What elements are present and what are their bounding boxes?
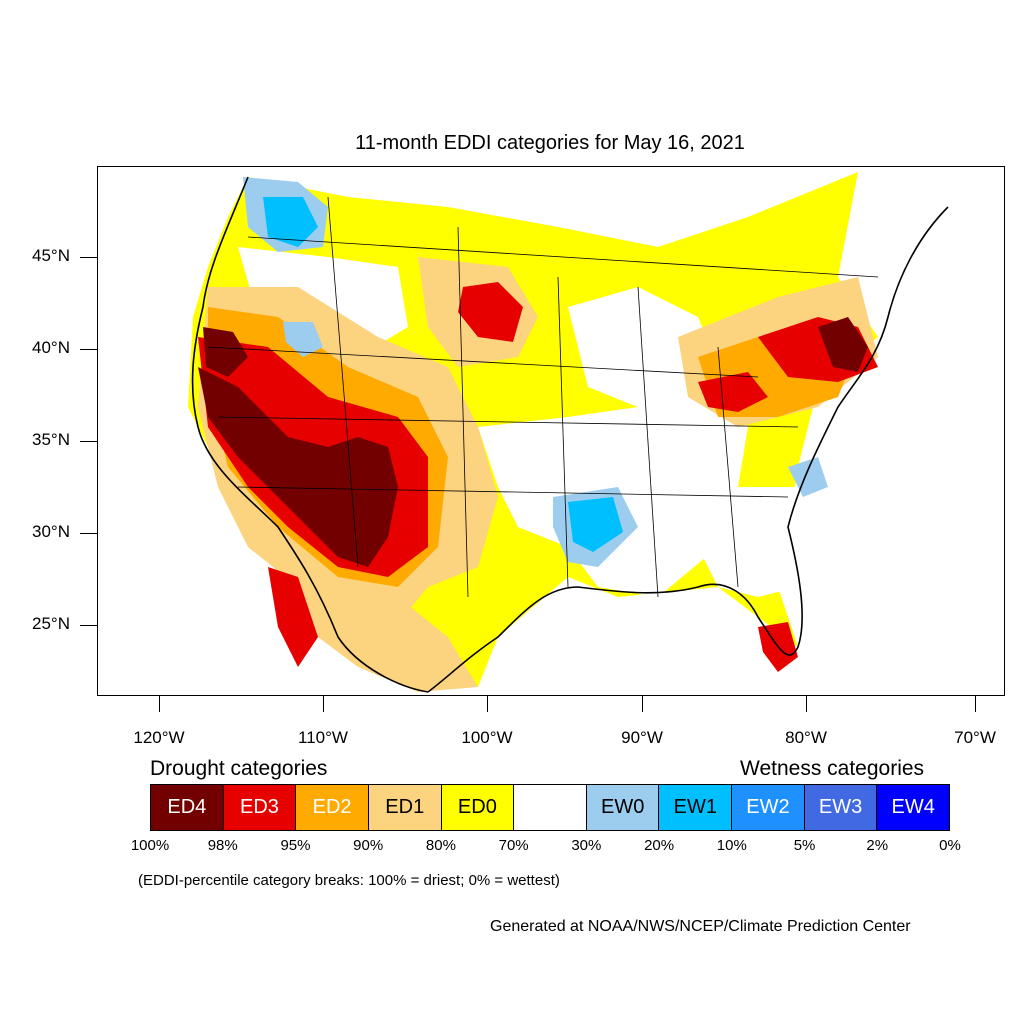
map-panel <box>97 166 1005 696</box>
legend-box-ew1: EW1 <box>659 785 733 830</box>
lon-tick <box>975 696 976 712</box>
lat-label-40: 40°N <box>32 338 70 357</box>
legend-box-ew4: EW4 <box>877 785 950 830</box>
legend-colorbar: ED4 ED3 ED2 ED1 ED0 EW0 EW1 EW2 EW3 EW4 <box>150 784 950 831</box>
legend-break-label: 90% <box>353 837 384 854</box>
legend-box-ew0: EW0 <box>586 785 660 830</box>
lon-tick <box>642 696 643 712</box>
ed4-oregon <box>203 327 248 377</box>
legend-break-label: 95% <box>280 837 311 854</box>
lon-label-110: 110°W <box>298 728 348 747</box>
legend-break-label: 10% <box>716 837 747 854</box>
legend-break-label: 98% <box>207 837 238 854</box>
ed3-ohio <box>698 372 768 412</box>
category-note: (EDDI-percentile category breaks: 100% =… <box>138 872 560 889</box>
lon-tick <box>159 696 160 712</box>
white-southeast <box>698 487 818 597</box>
lon-label-70: 70°W <box>954 728 996 747</box>
legend-break-label: 2% <box>866 837 889 854</box>
lon-tick <box>323 696 324 712</box>
ed4-southwest <box>198 367 398 567</box>
lat-tick <box>80 349 97 350</box>
lat-tick <box>80 625 97 626</box>
legend-box-ew3: EW3 <box>804 785 878 830</box>
legend-box-ed4: ED4 <box>151 785 224 830</box>
white-upper-midwest <box>568 287 718 407</box>
legend-break-label: 30% <box>571 837 602 854</box>
ew1-pacific-northwest <box>263 197 318 247</box>
map-title: 11-month EDDI categories for May 16, 202… <box>355 132 745 154</box>
ed3-baja <box>268 567 318 667</box>
wetness-heading: Wetness categories <box>740 757 925 780</box>
legend-box-none <box>514 785 587 830</box>
ed1-mexico <box>298 587 478 692</box>
lon-label-100: 100°W <box>461 728 513 747</box>
state-borders <box>207 196 879 598</box>
lat-tick <box>80 533 97 534</box>
lon-label-90: 90°W <box>621 728 663 747</box>
credit-line: Generated at NOAA/NWS/NCEP/Climate Predi… <box>490 918 911 935</box>
ew-idaho <box>283 322 323 357</box>
lon-tick <box>487 696 488 712</box>
drought-heading: Drought categories <box>150 757 328 780</box>
lat-label-45: 45°N <box>32 246 70 265</box>
lat-label-25: 25°N <box>32 614 70 633</box>
lat-label-35: 35°N <box>32 430 70 449</box>
lon-tick <box>806 696 807 712</box>
ed4-new-england <box>818 317 868 372</box>
lat-label-30: 30°N <box>32 522 70 541</box>
lat-tick <box>80 441 97 442</box>
legend-box-ed0: ED0 <box>441 785 515 830</box>
legend-break-label: 0% <box>939 837 961 854</box>
legend-break-label: 20% <box>644 837 675 854</box>
lat-tick <box>80 257 97 258</box>
legend-box-ed2: ED2 <box>296 785 369 830</box>
legend-break-label: 80% <box>425 837 456 854</box>
legend-break-label: 100% <box>130 837 170 854</box>
ew-virginia <box>788 457 828 497</box>
coastline <box>191 176 949 693</box>
legend-box-ew2: EW2 <box>732 785 805 830</box>
legend-box-ed3: ED3 <box>223 785 297 830</box>
legend-break-label: 5% <box>793 837 816 854</box>
ew1-arkansas <box>568 497 623 552</box>
lon-label-80: 80°W <box>785 728 827 747</box>
legend-box-ed1: ED1 <box>368 785 442 830</box>
lon-label-120: 120°W <box>133 728 185 747</box>
ed3-north-dakota <box>458 282 523 342</box>
legend-break-label: 70% <box>498 837 529 854</box>
map-canvas <box>188 172 949 693</box>
